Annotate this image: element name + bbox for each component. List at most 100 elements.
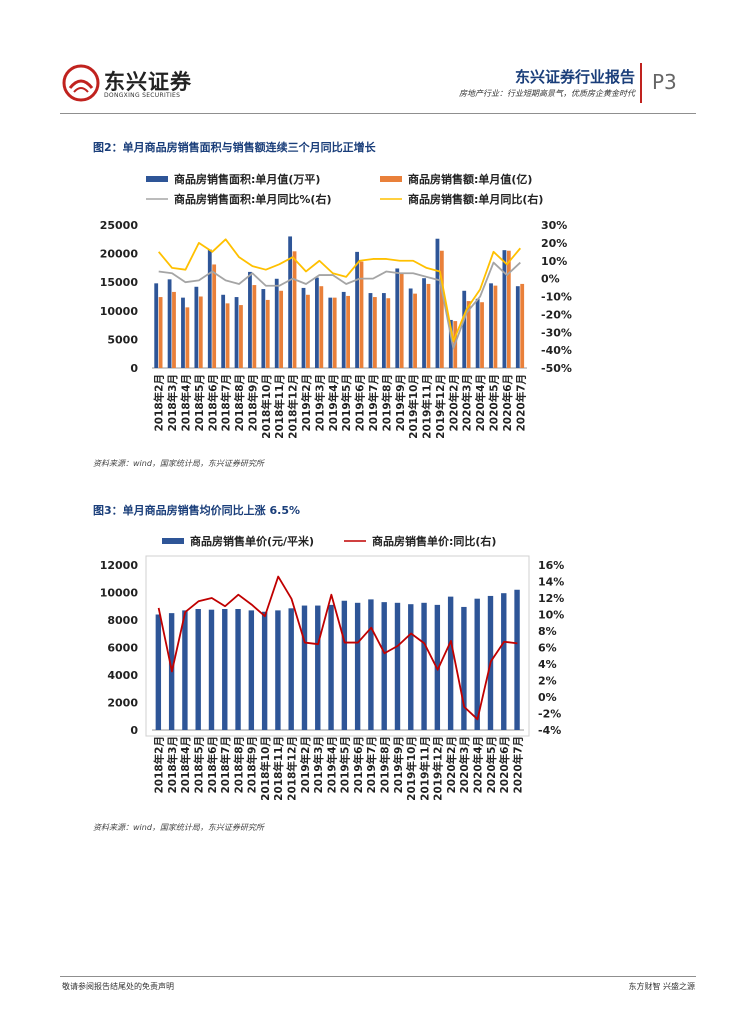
footer-disclaimer: 敬请参阅报告结尾处的免责声明 [62, 982, 174, 991]
bar [368, 293, 373, 368]
bar [208, 609, 215, 730]
bar [448, 319, 453, 368]
bar [408, 604, 414, 730]
x-tick-label: 2018年12月 [287, 374, 300, 439]
x-tick-label: 2018年6月 [206, 736, 219, 794]
bar [354, 602, 361, 730]
y-left-tick-label: 12000 [100, 559, 139, 572]
x-tick-label: 2018年9月 [246, 374, 259, 432]
bar [239, 305, 243, 368]
bar [315, 605, 321, 730]
legend-swatch [162, 538, 184, 544]
figure-3-source: 资料来源：wind，国家统计局，东兴证券研究所 [93, 823, 264, 832]
x-tick-label: 2019年12月 [434, 374, 447, 439]
x-tick-label: 2018年3月 [166, 374, 179, 432]
y-right-tick-label: 20% [541, 237, 567, 250]
bar [475, 298, 480, 368]
y-left-tick-label: 10000 [100, 587, 139, 600]
bar [489, 283, 493, 368]
bar [520, 283, 525, 368]
bar [341, 600, 348, 730]
y-right-tick-label: -10% [541, 291, 572, 304]
bar [181, 297, 185, 368]
bar [447, 596, 454, 731]
x-tick-label: 2019年2月 [300, 374, 313, 432]
x-tick-label: 2019年9月 [394, 374, 407, 432]
legend-label: 商品房销售额:单月同比(右) [408, 192, 543, 206]
bar [212, 264, 217, 368]
x-tick-label: 2019年9月 [392, 736, 405, 794]
y-right-tick-label: -30% [541, 326, 572, 339]
x-tick-label: 2019年5月 [339, 736, 352, 794]
bar [413, 293, 417, 368]
y-left-tick-label: 20000 [100, 248, 139, 261]
x-tick-label: 2019年6月 [352, 736, 365, 794]
bar [288, 236, 293, 368]
x-tick-label: 2018年7月 [220, 374, 233, 432]
x-tick-label: 2020年5月 [485, 736, 498, 794]
x-tick-label: 2019年3月 [312, 736, 325, 794]
x-tick-label: 2019年4月 [327, 374, 340, 432]
x-tick-label: 2018年10月 [259, 736, 272, 801]
bar [394, 602, 401, 730]
x-tick-label: 2020年3月 [458, 736, 471, 794]
legend-label: 商品房销售面积:单月值(万平) [174, 172, 320, 186]
bar [372, 297, 377, 368]
figure-2-chart: 商品房销售面积:单月值(万平) 商品房销售额:单月值(亿) 商品房销售面积:单月同比… [100, 172, 572, 439]
brand-subtitle: DONGXING SECURITIES [104, 92, 181, 99]
bar [359, 261, 364, 368]
bar [275, 610, 281, 731]
bar [480, 302, 484, 368]
x-tick-label: 2020年2月 [447, 374, 460, 432]
figure-3-chart: 商品房销售单价(元/平米) 商品房销售单价:同比(右) 0 2000 4000 6000 8… [100, 534, 565, 801]
y-right-tick-label: 4% [538, 658, 557, 671]
report-subtitle: 房地产行业：行业短期高景气，优质房企黄金时代 [459, 89, 635, 98]
bar [381, 602, 387, 731]
bar [501, 593, 507, 730]
legend-item: 商品房销售额:单月值(亿) [380, 172, 532, 186]
bar [341, 291, 346, 368]
bar [395, 268, 400, 368]
bar [155, 614, 162, 730]
y-right-tick-label: -4% [538, 724, 561, 737]
y-right-tick-label: 12% [538, 592, 564, 605]
footer-divider [60, 976, 696, 977]
bar [502, 250, 507, 368]
y-right-tick-label: 14% [538, 576, 564, 589]
bar [306, 294, 310, 368]
legend-item: 商品房销售单价(元/平米) [162, 534, 314, 548]
legend-item: 商品房销售单价:同比(右) [344, 534, 496, 548]
bar [154, 283, 159, 368]
y-right-tick-label: -50% [541, 362, 572, 375]
bar [474, 598, 480, 730]
legend-label: 商品房销售额:单月值(亿) [408, 172, 532, 186]
y-left-tick-label: 8000 [107, 614, 138, 627]
x-tick-label: 2018年8月 [232, 736, 245, 794]
x-tick-label: 2018年9月 [246, 736, 259, 794]
legend-swatch [146, 176, 168, 182]
x-tick-label: 2019年8月 [380, 374, 393, 432]
bar [274, 278, 279, 368]
x-tick-label: 2018年4月 [179, 374, 192, 432]
y-left-tick-label: 0 [130, 362, 138, 375]
y-left-tick-label: 6000 [107, 642, 138, 655]
bar [506, 250, 511, 368]
x-tick-label: 2019年8月 [379, 736, 392, 794]
y-left-tick-label: 15000 [100, 276, 139, 289]
legend-item: 商品房销售面积:单月值(万平) [146, 172, 320, 186]
y-left-tick-label: 2000 [107, 697, 138, 710]
bar [355, 251, 359, 368]
y-right-tick-label: 10% [538, 609, 564, 622]
bar [248, 610, 255, 731]
y-left-tick-label: 10000 [100, 305, 139, 318]
bar [399, 272, 404, 368]
company-logo-icon [62, 64, 100, 102]
y-right-tick-label: 0% [541, 273, 560, 286]
x-tick-label: 2018年8月 [233, 374, 246, 432]
bar [426, 283, 431, 368]
bar [462, 290, 467, 368]
x-tick-label: 2018年3月 [166, 736, 179, 794]
bar [167, 279, 172, 368]
x-tick-label: 2018年12月 [286, 736, 299, 801]
x-tick-label: 2019年5月 [340, 374, 353, 432]
